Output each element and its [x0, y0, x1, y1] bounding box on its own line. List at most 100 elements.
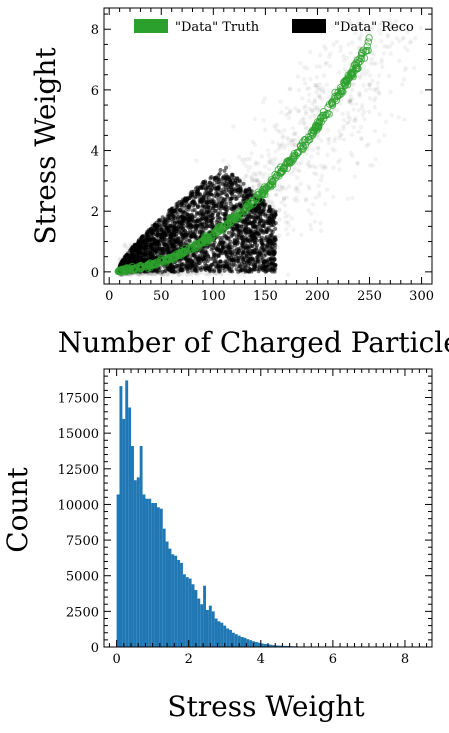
reco-point: [227, 237, 231, 241]
reco-point: [350, 40, 354, 44]
reco-point: [318, 53, 322, 57]
legend-label-truth: "Data" Truth: [175, 20, 260, 35]
reco-point: [201, 212, 205, 216]
reco-point: [293, 143, 297, 147]
reco-point: [419, 26, 423, 30]
reco-point: [268, 215, 272, 219]
reco-point: [278, 99, 282, 103]
reco-point: [326, 128, 330, 132]
reco-point: [338, 136, 342, 140]
reco-point: [225, 195, 229, 199]
reco-point: [120, 261, 124, 265]
histogram-bar: [186, 577, 189, 647]
reco-point: [233, 181, 237, 185]
reco-point: [363, 117, 367, 121]
reco-point: [282, 128, 286, 132]
reco-point: [342, 137, 346, 141]
reco-point: [265, 245, 269, 249]
reco-point: [367, 82, 371, 86]
reco-point: [245, 174, 249, 178]
reco-point: [172, 209, 176, 213]
reco-point: [258, 231, 262, 235]
hist-y-tick-label: 15000: [58, 427, 99, 442]
reco-point: [249, 151, 253, 155]
hist-x-tick-label: 8: [401, 652, 409, 667]
reco-point: [185, 258, 189, 262]
reco-point: [195, 212, 199, 216]
reco-point: [268, 236, 272, 240]
reco-point: [155, 239, 159, 243]
reco-point: [144, 235, 148, 239]
reco-point: [351, 107, 355, 111]
reco-point: [382, 133, 386, 137]
reco-point: [382, 51, 386, 55]
histogram-bar: [203, 586, 206, 647]
reco-point: [180, 263, 184, 267]
reco-point: [199, 218, 203, 222]
reco-point: [281, 134, 285, 138]
reco-point: [165, 227, 169, 231]
reco-point: [206, 192, 210, 196]
reco-point: [266, 148, 270, 152]
reco-point: [350, 133, 354, 137]
reco-point: [380, 58, 384, 62]
y-tick-label: 0: [91, 266, 99, 281]
reco-point: [198, 261, 202, 265]
reco-point: [352, 125, 356, 129]
reco-point: [337, 167, 341, 171]
reco-point: [235, 203, 239, 207]
histogram-bar: [131, 446, 134, 647]
reco-point: [274, 263, 278, 267]
reco-point: [303, 104, 307, 108]
reco-point: [288, 109, 292, 113]
reco-point: [216, 173, 220, 177]
reco-point: [141, 240, 145, 244]
reco-point: [246, 222, 250, 226]
reco-point: [279, 110, 283, 114]
reco-point: [171, 266, 175, 270]
reco-point: [310, 102, 314, 106]
reco-point: [284, 143, 288, 147]
histogram-bar: [180, 563, 183, 647]
reco-point: [219, 251, 223, 255]
reco-point: [335, 108, 339, 112]
reco-point: [284, 227, 288, 231]
reco-point: [311, 164, 315, 168]
reco-point: [241, 259, 245, 263]
histogram-bar: [174, 556, 177, 647]
reco-point: [215, 265, 219, 269]
reco-point: [203, 179, 207, 183]
reco-point: [171, 245, 175, 249]
reco-point: [309, 227, 313, 231]
reco-point: [345, 196, 349, 200]
reco-point: [316, 151, 320, 155]
reco-point: [283, 203, 287, 207]
reco-point: [313, 98, 317, 102]
reco-point: [394, 36, 398, 40]
reco-point: [235, 267, 239, 271]
reco-point: [205, 266, 209, 270]
reco-point: [268, 204, 272, 208]
reco-point: [190, 261, 194, 265]
reco-point: [196, 257, 200, 261]
reco-point: [170, 226, 174, 230]
reco-point: [309, 155, 313, 159]
reco-point: [278, 217, 282, 221]
reco-point: [359, 137, 363, 141]
reco-point: [300, 96, 304, 100]
reco-point: [261, 118, 265, 122]
reco-point: [242, 182, 246, 186]
reco-point: [325, 187, 329, 191]
legend-swatch-reco: [292, 19, 326, 33]
reco-point: [251, 140, 255, 144]
scatter-y-axis-label: Stress Weight: [29, 47, 62, 245]
histogram-bar: [255, 642, 258, 647]
reco-point: [331, 195, 335, 199]
reco-point: [233, 189, 237, 193]
reco-point: [288, 86, 292, 90]
reco-point: [357, 91, 361, 95]
reco-point: [158, 218, 162, 222]
reco-point: [183, 198, 187, 202]
reco-point: [377, 112, 381, 116]
